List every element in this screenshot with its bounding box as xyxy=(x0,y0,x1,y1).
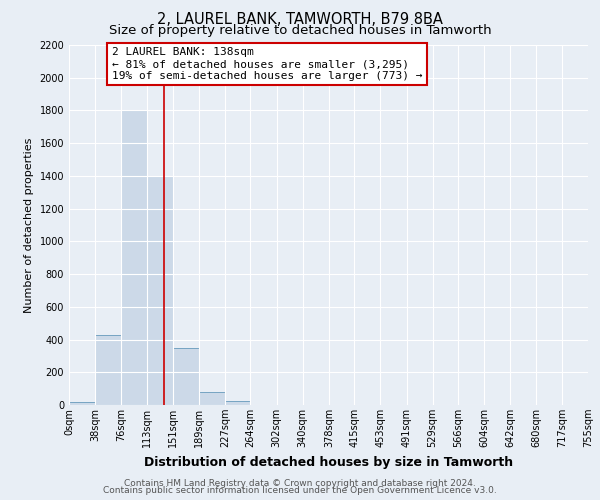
Bar xyxy=(199,392,225,405)
Bar xyxy=(121,110,146,405)
Bar xyxy=(147,176,173,405)
Text: Contains HM Land Registry data © Crown copyright and database right 2024.: Contains HM Land Registry data © Crown c… xyxy=(124,478,476,488)
Y-axis label: Number of detached properties: Number of detached properties xyxy=(24,138,34,312)
X-axis label: Distribution of detached houses by size in Tamworth: Distribution of detached houses by size … xyxy=(144,456,513,468)
Text: Size of property relative to detached houses in Tamworth: Size of property relative to detached ho… xyxy=(109,24,491,37)
Bar xyxy=(69,402,95,405)
Bar xyxy=(95,334,121,405)
Bar xyxy=(173,348,199,405)
Bar xyxy=(225,401,250,405)
Text: Contains public sector information licensed under the Open Government Licence v3: Contains public sector information licen… xyxy=(103,486,497,495)
Text: 2, LAUREL BANK, TAMWORTH, B79 8BA: 2, LAUREL BANK, TAMWORTH, B79 8BA xyxy=(157,12,443,28)
Text: 2 LAUREL BANK: 138sqm
← 81% of detached houses are smaller (3,295)
19% of semi-d: 2 LAUREL BANK: 138sqm ← 81% of detached … xyxy=(112,48,422,80)
